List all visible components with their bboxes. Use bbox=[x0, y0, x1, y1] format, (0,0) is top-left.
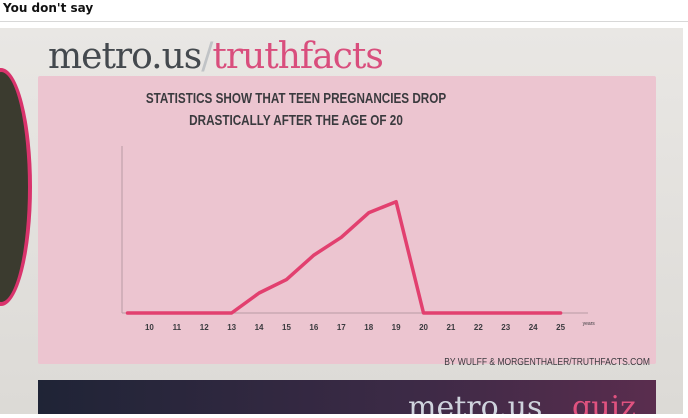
data-point bbox=[148, 312, 151, 314]
data-point bbox=[450, 312, 452, 314]
x-tick-label: 13 bbox=[227, 323, 236, 332]
x-tick-label: 21 bbox=[446, 323, 455, 332]
x-tick-label: 14 bbox=[255, 323, 264, 332]
chart-credit: BY WULFF & MORGENTHALER/TRUTHFACTS.COM bbox=[444, 357, 650, 368]
data-point bbox=[203, 312, 206, 314]
data-point bbox=[176, 312, 178, 314]
x-tick-label: 12 bbox=[200, 323, 209, 332]
data-point bbox=[532, 312, 534, 314]
brand-slash: / bbox=[201, 36, 213, 77]
x-tick-label: 25 bbox=[556, 323, 565, 332]
data-point bbox=[285, 278, 288, 281]
brand-part-metro: metro.us bbox=[48, 36, 202, 77]
data-point bbox=[477, 312, 480, 314]
x-tick-label: 18 bbox=[364, 323, 373, 332]
next-article-strip bbox=[38, 380, 656, 414]
post-title: You don't say bbox=[3, 1, 94, 15]
bottom-brand-metro: metro.us bbox=[408, 390, 543, 414]
title-divider bbox=[0, 21, 688, 22]
data-point bbox=[559, 312, 562, 314]
data-point bbox=[126, 312, 129, 314]
x-tick-label: 16 bbox=[309, 323, 318, 332]
bottom-brand-quiz: quiz bbox=[572, 390, 636, 414]
data-point bbox=[422, 312, 425, 314]
x-tick-label: 17 bbox=[337, 323, 346, 332]
data-point bbox=[367, 212, 370, 214]
newspaper-photo: metro.us/truthfacts STATISTICS SHOW THAT… bbox=[0, 28, 683, 414]
x-tick-label: 22 bbox=[474, 323, 483, 332]
chart-title-line-2: DRASTICALLY AFTER THE AGE OF 20 bbox=[189, 112, 403, 129]
x-tick-label: 23 bbox=[501, 323, 510, 332]
series-line bbox=[125, 199, 563, 315]
x-tick-label: 10 bbox=[145, 323, 154, 332]
data-point bbox=[230, 312, 233, 314]
data-point bbox=[504, 312, 507, 314]
metro-brand-logo: metro.us/truthfacts bbox=[48, 36, 384, 77]
chart-title-line-1: STATISTICS SHOW THAT TEEN PREGNANCIES DR… bbox=[145, 90, 447, 107]
x-axis-label: years bbox=[583, 321, 596, 327]
x-tick-label: 15 bbox=[282, 323, 291, 332]
data-point bbox=[395, 200, 397, 203]
data-point bbox=[313, 254, 315, 256]
line-chart: 10 11 12 13 14 15 16 17 18 19 20 21 22 23 24 25 years bbox=[121, 146, 596, 332]
brand-part-truthfacts: truthfacts bbox=[212, 36, 383, 77]
x-tick-label: 11 bbox=[173, 323, 182, 332]
data-point bbox=[340, 236, 343, 239]
data-point bbox=[258, 292, 260, 294]
x-tick-label: 24 bbox=[529, 323, 538, 332]
chart-panel bbox=[38, 76, 656, 364]
x-tick-label: 19 bbox=[392, 323, 401, 332]
x-tick-label: 20 bbox=[419, 323, 428, 332]
